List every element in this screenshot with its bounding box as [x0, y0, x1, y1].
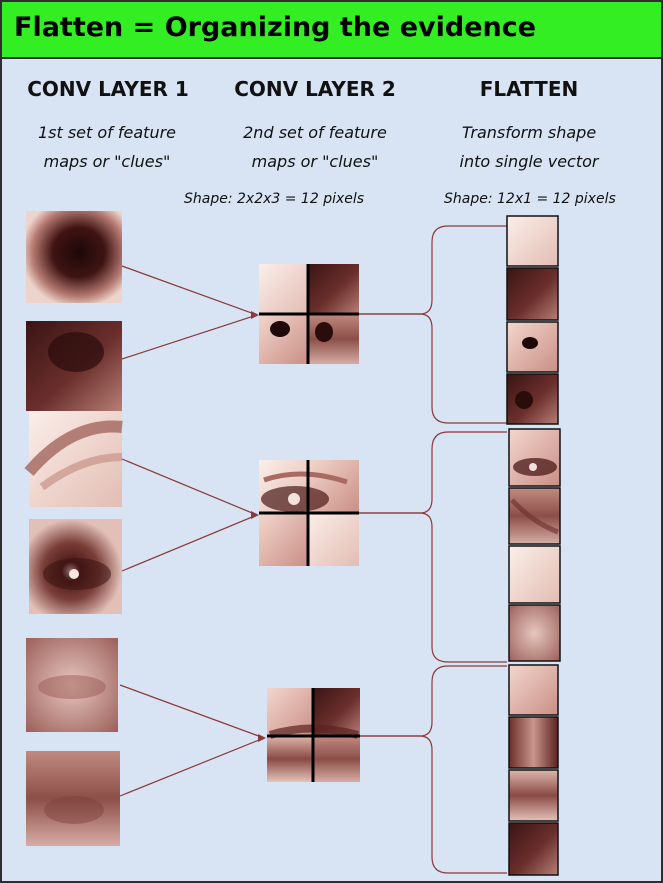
flatten-cell-details	[510, 337, 559, 535]
conv2-grid-nose	[259, 264, 359, 364]
conv-layer-2-shape-note: Shape: 2x2x3 = 12 pixels	[184, 191, 365, 207]
brace-connectors	[359, 225, 507, 874]
flatten-subtitle-line: Transform shape	[461, 123, 597, 142]
flatten-subtitle-line: into single vector	[459, 152, 599, 171]
conv-layer-2-subtitle-line: 2nd set of feature	[243, 123, 387, 142]
flatten-cell	[508, 487, 561, 545]
conv2-grid-eye	[259, 460, 359, 566]
flatten-cell	[508, 822, 559, 876]
flatten-shape-note: Shape: 12x1 = 12 pixels	[444, 191, 616, 207]
conv-layer-2-subtitle-line: maps or "clues"	[251, 152, 379, 171]
conv-layer-1-subtitle-line: 1st set of feature	[37, 123, 177, 142]
flatten-cell	[508, 545, 561, 604]
conv-layer-1-subtitle-line: maps or "clues"	[43, 152, 171, 171]
conv-layer-1-heading: CONV LAYER 1	[27, 77, 189, 101]
flatten-subtitle: Transform shape into single vector	[434, 118, 624, 176]
conv1-map-nose-tip	[26, 211, 122, 303]
flatten-vector	[506, 215, 561, 876]
flatten-heading: FLATTEN	[479, 77, 579, 101]
conv2-grid-mouth	[267, 688, 360, 782]
title-bar: Flatten = Organizing the evidence	[2, 2, 661, 59]
conv1-map-eyebrow	[24, 411, 123, 507]
conv-layer-2-subtitle: 2nd set of feature maps or "clues"	[218, 118, 412, 176]
flatten-cell	[508, 604, 561, 662]
conv1-map-upper-lip	[26, 638, 118, 732]
connectors-conv1-to-conv2	[119, 265, 265, 797]
connector-arrowheads	[251, 311, 266, 742]
flatten-cell	[506, 267, 559, 321]
flatten-cell	[506, 215, 559, 267]
conv-layer-2-heading: CONV LAYER 2	[234, 77, 396, 101]
flatten-cell	[508, 716, 559, 769]
page-title: Flatten = Organizing the evidence	[14, 12, 537, 43]
conv-layer-1-subtitle: 1st set of feature maps or "clues"	[12, 118, 202, 176]
conv1-map-eye	[29, 519, 122, 614]
flatten-cell	[508, 428, 561, 487]
conv1-map-nostril	[26, 321, 122, 411]
conv1-map-lower-lip	[26, 751, 120, 846]
flatten-cell	[508, 664, 559, 716]
flatten-cell	[508, 769, 559, 822]
